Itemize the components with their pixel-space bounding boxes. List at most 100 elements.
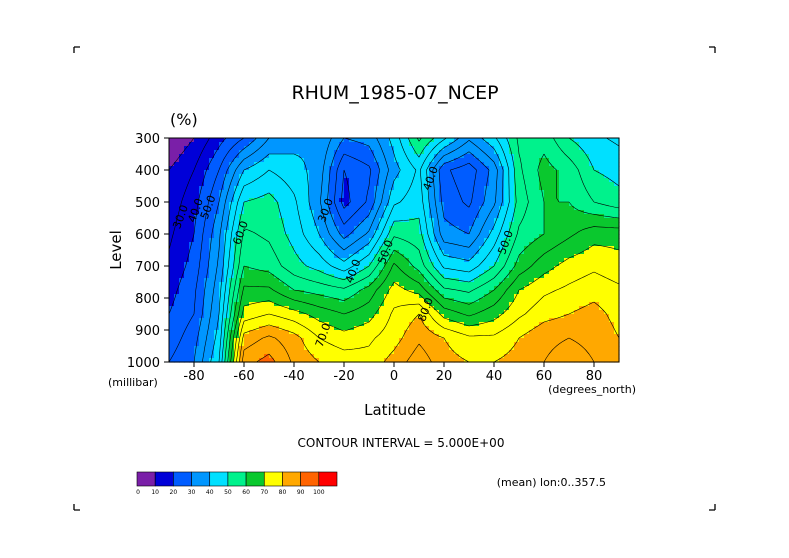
heatmap-cell — [289, 194, 295, 199]
heatmap-cell — [314, 166, 320, 171]
heatmap-cell — [294, 194, 300, 199]
heatmap-cell — [219, 238, 225, 243]
heatmap-cell — [224, 350, 230, 355]
heatmap-cell — [299, 186, 305, 191]
heatmap-cell — [374, 330, 380, 335]
heatmap-cell — [339, 166, 345, 171]
heatmap-cell — [444, 150, 450, 155]
heatmap-cell — [464, 226, 470, 231]
heatmap-cell — [614, 138, 620, 143]
heatmap-cell — [404, 190, 410, 195]
heatmap-cell — [334, 318, 340, 323]
heatmap-cell — [204, 330, 210, 335]
heatmap-cell — [564, 302, 570, 307]
heatmap-cell — [614, 234, 620, 239]
heatmap-cell — [329, 350, 335, 355]
heatmap-cell — [274, 226, 280, 231]
heatmap-cell — [249, 354, 255, 359]
heatmap-cell — [364, 146, 370, 151]
heatmap-cell — [269, 342, 275, 347]
heatmap-cell — [534, 334, 540, 339]
heatmap-cell — [404, 174, 410, 179]
heatmap-cell — [259, 318, 265, 323]
heatmap-cell — [409, 274, 415, 279]
heatmap-cell — [379, 210, 385, 215]
heatmap-cell — [289, 350, 295, 355]
heatmap-cell — [574, 290, 580, 295]
heatmap-cell — [409, 226, 415, 231]
heatmap-cell — [614, 246, 620, 251]
heatmap-cell — [299, 318, 305, 323]
heatmap-cell — [434, 334, 440, 339]
heatmap-cell — [539, 246, 545, 251]
heatmap-cell — [484, 178, 490, 183]
heatmap-cell — [249, 274, 255, 279]
heatmap-cell — [459, 266, 465, 271]
heatmap-cell — [469, 326, 475, 331]
heatmap-cell — [379, 186, 385, 191]
heatmap-cell — [424, 330, 430, 335]
heatmap-cell — [309, 174, 315, 179]
heatmap-cell — [519, 254, 525, 259]
heatmap-cell — [444, 258, 450, 263]
heatmap-cell — [274, 346, 280, 351]
heatmap-cell — [604, 286, 610, 291]
heatmap-cell — [409, 338, 415, 343]
heatmap-cell — [324, 158, 330, 163]
heatmap-cell — [554, 310, 560, 315]
heatmap-cell — [609, 342, 615, 347]
heatmap-cell — [194, 326, 200, 331]
heatmap-cell — [424, 250, 430, 255]
heatmap-cell — [269, 222, 275, 227]
heatmap-cell — [179, 258, 185, 263]
heatmap-cell — [424, 158, 430, 163]
heatmap-cell — [209, 286, 215, 291]
heatmap-cell — [574, 286, 580, 291]
heatmap-cell — [314, 278, 320, 283]
heatmap-cell — [549, 174, 555, 179]
heatmap-cell — [564, 334, 570, 339]
heatmap-cell — [409, 202, 415, 207]
heatmap-cell — [204, 326, 210, 331]
heatmap-cell — [364, 158, 370, 163]
heatmap-cell — [259, 258, 265, 263]
heatmap-cell — [579, 218, 585, 223]
heatmap-cell — [334, 234, 340, 239]
heatmap-cell — [599, 142, 605, 147]
heatmap-cell — [394, 202, 400, 207]
heatmap-cell — [494, 158, 500, 163]
heatmap-cell — [369, 278, 375, 283]
heatmap-cell — [529, 258, 535, 263]
heatmap-cell — [284, 334, 290, 339]
heatmap-cell — [414, 322, 420, 327]
heatmap-cell — [329, 158, 335, 163]
heatmap-cell — [419, 278, 425, 283]
heatmap-cell — [404, 262, 410, 267]
heatmap-cell — [449, 350, 455, 355]
heatmap-cell — [284, 246, 290, 251]
heatmap-cell — [454, 258, 460, 263]
heatmap-cell — [259, 334, 265, 339]
heatmap-cell — [509, 186, 515, 191]
heatmap-cell — [514, 326, 520, 331]
heatmap-cell — [244, 338, 250, 343]
heatmap-cell — [264, 190, 270, 195]
heatmap-cell — [224, 334, 230, 339]
heatmap-cell — [279, 194, 285, 199]
heatmap-cell — [269, 210, 275, 215]
heatmap-cell — [324, 270, 330, 275]
heatmap-cell — [599, 234, 605, 239]
heatmap-cell — [329, 338, 335, 343]
heatmap-cell — [549, 254, 555, 259]
heatmap-cell — [254, 342, 260, 347]
heatmap-cell — [269, 154, 275, 159]
heatmap-cell — [519, 298, 525, 303]
heatmap-cell — [309, 214, 315, 219]
heatmap-cell — [604, 178, 610, 183]
heatmap-cell — [524, 202, 530, 207]
heatmap-cell — [519, 246, 525, 251]
heatmap-cell — [184, 298, 190, 303]
heatmap-cell — [239, 182, 245, 187]
heatmap-cell — [449, 246, 455, 251]
heatmap-cell — [474, 294, 480, 299]
